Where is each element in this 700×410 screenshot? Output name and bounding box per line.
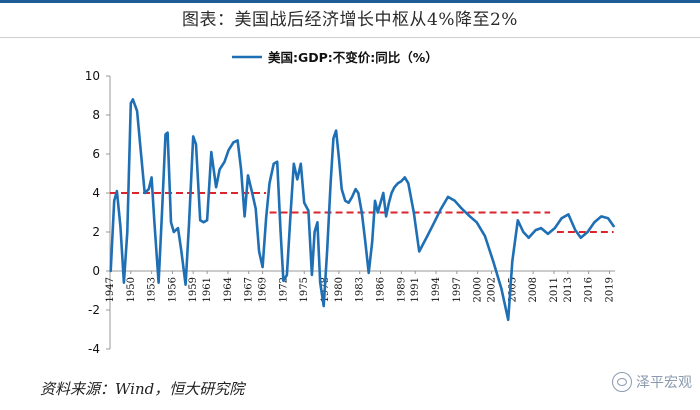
x-tick-label: 1997 bbox=[452, 277, 463, 302]
x-tick-label: 1956 bbox=[167, 277, 178, 302]
x-tick-label: 1961 bbox=[202, 277, 213, 302]
y-tick-label: 2 bbox=[92, 225, 100, 239]
x-tick-label: 2019 bbox=[604, 277, 615, 302]
source-note: 资料来源：Wind，恒大研究院 bbox=[40, 380, 245, 398]
title-bar bbox=[0, 0, 700, 38]
wechat-icon bbox=[612, 372, 632, 392]
x-tick-label: 2013 bbox=[563, 277, 574, 302]
chart-title: 图表：美国战后经济增长中枢从4%降至2% bbox=[182, 10, 518, 30]
watermark: 泽平宏观 bbox=[612, 372, 692, 392]
x-tick-label: 1964 bbox=[223, 277, 234, 302]
x-tick-label: 1975 bbox=[299, 277, 310, 302]
y-tick-label: -4 bbox=[88, 342, 100, 356]
x-tick-label: 1959 bbox=[188, 277, 199, 302]
x-tick-label: 2008 bbox=[528, 277, 539, 302]
x-tick-label: 1953 bbox=[147, 277, 158, 302]
x-tick-label: 2016 bbox=[584, 277, 595, 302]
x-tick-label: 1983 bbox=[355, 277, 366, 302]
x-tick-label: 1980 bbox=[334, 277, 345, 302]
x-tick-label: 2011 bbox=[549, 277, 560, 302]
y-tick-label: -2 bbox=[88, 303, 100, 317]
x-axis: 1947 1950 1953 1956 1959 1961 1964 1967 1969 1972… bbox=[105, 270, 615, 302]
x-tick-label: 1967 bbox=[244, 277, 255, 302]
y-tick-label: 8 bbox=[92, 108, 100, 122]
x-tick-label: 1989 bbox=[396, 277, 407, 302]
y-tick-label: 6 bbox=[92, 147, 100, 161]
x-tick-label: 2000 bbox=[473, 277, 484, 302]
y-tick-label: 10 bbox=[85, 69, 100, 83]
y-tick-label: 4 bbox=[92, 186, 100, 200]
y-axis: -4 -2 0 2 4 6 8 10 bbox=[85, 69, 111, 356]
x-tick-label: 1947 bbox=[105, 277, 116, 302]
y-tick-label: 0 bbox=[92, 264, 100, 278]
x-tick-label: 1972 bbox=[278, 277, 289, 302]
x-tick-label: 1994 bbox=[431, 277, 442, 302]
gdp-growth-series-line bbox=[109, 98, 615, 322]
gdp-growth-chart: 美国:GDP:不变价:同比（%） -4 -2 0 2 4 6 8 10 1947 1950 195… bbox=[85, 50, 616, 356]
watermark-text: 泽平宏观 bbox=[636, 375, 692, 391]
x-tick-label: 1986 bbox=[376, 277, 387, 302]
reference-lines bbox=[110, 192, 614, 233]
series-group bbox=[109, 98, 615, 322]
x-tick-label: 2005 bbox=[507, 277, 518, 302]
x-tick-label: 1969 bbox=[258, 277, 269, 302]
x-tick-label: 1950 bbox=[126, 277, 137, 302]
x-tick-label: 1991 bbox=[410, 277, 421, 302]
legend: 美国:GDP:不变价:同比（%） bbox=[232, 50, 438, 65]
legend-label: 美国:GDP:不变价:同比（%） bbox=[268, 50, 438, 65]
x-tick-label: 2002 bbox=[487, 277, 498, 302]
